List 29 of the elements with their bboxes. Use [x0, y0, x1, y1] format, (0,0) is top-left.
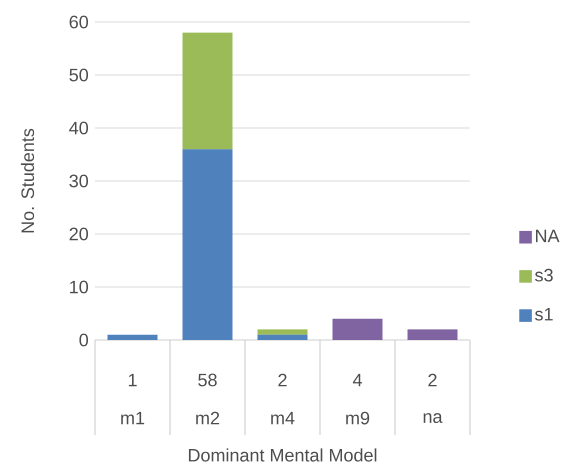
bar: [258, 334, 308, 340]
bar: [182, 32, 232, 150]
y-tick-label: 60: [70, 16, 88, 29]
y-tick-label: 50: [69, 68, 88, 82]
bar: [182, 149, 232, 340]
bar: [108, 334, 158, 340]
x-tick-label: na: [424, 413, 443, 424]
bar: [332, 318, 382, 340]
y-tick-label: 10: [70, 280, 88, 294]
legend-label: NA: [536, 230, 560, 242]
y-tick-label: 0: [79, 334, 88, 347]
total-label: 58: [198, 374, 217, 387]
legend-label: s1: [535, 308, 553, 321]
y-tick-label: 20: [70, 228, 88, 241]
y-tick-label: 40: [69, 122, 88, 135]
x-tick-label: m2: [196, 412, 220, 424]
total-label: 1: [128, 374, 137, 386]
total-label: 2: [428, 374, 437, 386]
total-label: 2: [278, 374, 287, 386]
total-label: 4: [352, 374, 362, 386]
y-axis-title: No. Students: [20, 129, 34, 233]
legend-label: s3: [535, 268, 553, 282]
x-tick-label: m1: [121, 412, 144, 424]
bar: [258, 330, 308, 335]
x-tick-label: m9: [346, 412, 370, 425]
x-axis-title: Dominant Mental Model: [188, 448, 376, 462]
x-tick-label: m4: [271, 412, 294, 424]
bar: [408, 330, 458, 340]
y-tick-label: 30: [69, 174, 88, 188]
